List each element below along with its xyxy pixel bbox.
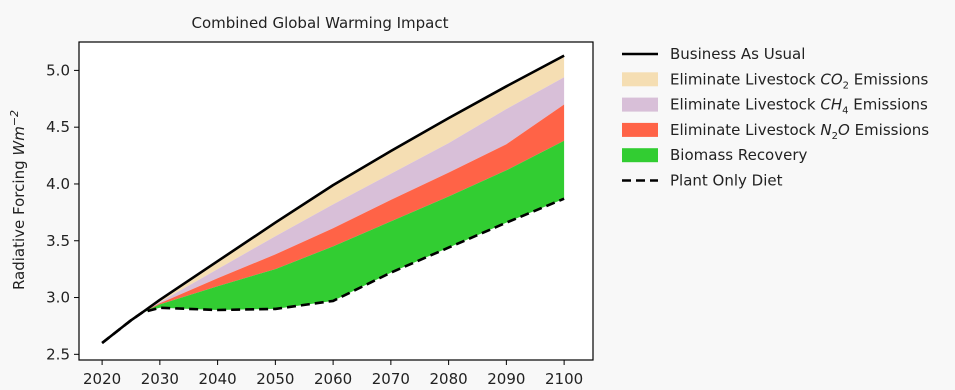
- plot-frame: [78, 41, 594, 361]
- legend-label-symbol: N: [820, 121, 831, 139]
- legend-label-tail: Emissions: [849, 70, 929, 88]
- y-tick-label: 3.5: [46, 232, 70, 250]
- y-axis: 2.5 3.0 3.5 4.0 4.5 5.0: [46, 61, 79, 363]
- y-tick-label: 2.5: [46, 345, 70, 363]
- legend-label-subscript: 2: [832, 131, 838, 142]
- y-tick-label: 3.0: [46, 289, 70, 307]
- chart-title: Combined Global Warming Impact: [191, 14, 448, 32]
- legend-label-symbol: O: [838, 121, 850, 139]
- legend-label-subscript: 4: [842, 106, 848, 117]
- legend-swatch-patch: [622, 72, 658, 87]
- x-tick-label: 2060: [314, 370, 352, 388]
- band-n2o: [102, 104, 565, 343]
- x-tick-label: 2070: [372, 370, 410, 388]
- legend-label: Eliminate Livestock CH4 Emissions: [670, 96, 928, 117]
- x-tick-label: 2090: [487, 370, 525, 388]
- y-tick-label: 5.0: [46, 61, 70, 79]
- y-axis-label: Radiative Forcing Wm−2: [8, 110, 28, 290]
- y-axis-label-main: Radiative Forcing: [10, 156, 28, 290]
- x-tick-label: 2050: [256, 370, 294, 388]
- legend-label-main: Eliminate Livestock: [670, 96, 820, 114]
- legend-label-subscript: 2: [843, 80, 849, 91]
- x-tick-label: 2080: [430, 370, 468, 388]
- legend-swatch-patch: [622, 148, 658, 163]
- legend-label: Eliminate Livestock N2O Emissions: [670, 121, 929, 142]
- band-ch4: [102, 77, 565, 343]
- x-tick-label: 2100: [545, 370, 583, 388]
- x-tick-label: 2040: [199, 370, 237, 388]
- x-tick-label: 2030: [141, 370, 179, 388]
- area-bands: [102, 55, 565, 343]
- legend-label-tail: Emissions: [850, 121, 930, 139]
- band-biomass: [102, 140, 565, 343]
- x-tick-label: 2020: [83, 370, 121, 388]
- series-lines: [101, 54, 565, 345]
- legend-label-symbol: CO: [820, 70, 842, 88]
- y-axis-label-exp: −2: [8, 110, 21, 126]
- legend-label-main: Eliminate Livestock: [670, 121, 820, 139]
- legend-label-symbol: CH: [820, 96, 842, 114]
- legend-label: Biomass Recovery: [670, 146, 808, 164]
- y-axis-label-unit: Wm: [10, 126, 28, 155]
- y-tick-label: 4.5: [46, 118, 70, 136]
- legend-label: Plant Only Diet: [670, 172, 783, 190]
- legend-label: Eliminate Livestock CO2 Emissions: [670, 70, 929, 91]
- line-plant-only-diet: [101, 197, 565, 345]
- y-tick-label: 4.0: [46, 175, 70, 193]
- x-axis: 2020 2030 2040 2050 2060 2070 2080 2090 2100: [83, 360, 583, 388]
- legend-label-tail: Emissions: [849, 96, 929, 114]
- band-co2: [102, 55, 565, 343]
- legend-swatch-patch: [622, 122, 658, 137]
- legend-swatch-patch: [622, 97, 658, 112]
- legend-label-main: Eliminate Livestock: [670, 70, 820, 88]
- legend-label: Business As Usual: [670, 45, 805, 63]
